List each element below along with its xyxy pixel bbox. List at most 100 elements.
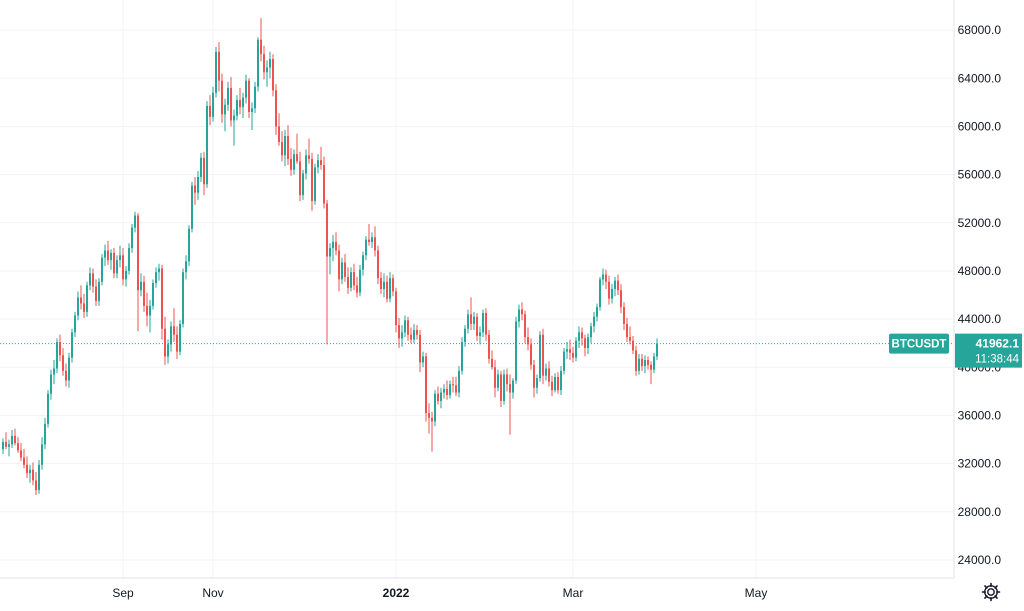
candle-body[interactable] [20, 450, 22, 458]
candle-body[interactable] [302, 173, 304, 196]
candle-body[interactable] [656, 343, 658, 357]
candle-body[interactable] [545, 368, 547, 376]
candle-body[interactable] [563, 351, 565, 371]
candle-body[interactable] [77, 297, 79, 316]
candle-body[interactable] [65, 370, 67, 381]
candle-body[interactable] [386, 281, 388, 299]
candle-body[interactable] [389, 278, 391, 299]
candle-body[interactable] [182, 272, 184, 324]
candle-body[interactable] [491, 358, 493, 368]
candle-body[interactable] [398, 325, 400, 339]
candle-body[interactable] [494, 367, 496, 388]
candle-body[interactable] [113, 252, 115, 274]
candle-body[interactable] [188, 228, 190, 262]
candle-body[interactable] [497, 374, 499, 388]
candle-body[interactable] [500, 374, 502, 401]
candle-body[interactable] [212, 92, 214, 117]
candle-body[interactable] [137, 215, 139, 291]
candle-body[interactable] [245, 80, 247, 98]
candle-body[interactable] [185, 261, 187, 273]
candle-body[interactable] [308, 155, 310, 159]
candle-body[interactable] [236, 99, 238, 116]
candle-body[interactable] [578, 332, 580, 341]
candle-body[interactable] [164, 328, 166, 357]
candle-body[interactable] [254, 86, 256, 109]
candle-body[interactable] [158, 268, 160, 273]
candle-body[interactable] [575, 340, 577, 358]
candle-body[interactable] [41, 444, 43, 465]
candle-body[interactable] [620, 290, 622, 308]
candle-body[interactable] [311, 158, 313, 202]
candle-body[interactable] [650, 364, 652, 370]
candle-body[interactable] [401, 332, 403, 339]
candle-body[interactable] [551, 381, 553, 391]
candle-body[interactable] [422, 356, 424, 363]
candle-body[interactable] [275, 90, 277, 127]
candle-body[interactable] [341, 262, 343, 280]
candle-body[interactable] [536, 378, 538, 388]
candle-body[interactable] [635, 350, 637, 371]
candle-body[interactable] [611, 289, 613, 299]
candle-body[interactable] [515, 321, 517, 381]
candle-body[interactable] [428, 413, 430, 418]
candle-body[interactable] [203, 157, 205, 185]
candle-body[interactable] [242, 97, 244, 108]
candle-body[interactable] [377, 250, 379, 279]
candle-body[interactable] [332, 242, 334, 249]
candle-body[interactable] [320, 160, 322, 165]
candle-body[interactable] [626, 323, 628, 338]
candle-body[interactable] [89, 273, 91, 286]
candle-body[interactable] [101, 257, 103, 282]
candle-body[interactable] [344, 262, 346, 277]
candle-body[interactable] [74, 315, 76, 333]
candle-body[interactable] [449, 384, 451, 395]
candle-body[interactable] [431, 417, 433, 422]
candle-body[interactable] [197, 177, 199, 193]
candle-body[interactable] [233, 115, 235, 121]
candle-body[interactable] [485, 313, 487, 335]
candle-body[interactable] [191, 185, 193, 229]
candle-body[interactable] [50, 374, 52, 394]
candle-body[interactable] [473, 316, 475, 324]
candle-body[interactable] [587, 337, 589, 349]
candle-body[interactable] [383, 281, 385, 289]
candle-body[interactable] [416, 329, 418, 335]
candle-body[interactable] [524, 314, 526, 338]
candle-body[interactable] [125, 270, 127, 280]
candle-body[interactable] [347, 276, 349, 288]
candle-body[interactable] [293, 154, 295, 170]
candle-body[interactable] [605, 274, 607, 282]
candle-body[interactable] [296, 154, 298, 162]
candle-body[interactable] [407, 320, 409, 335]
candle-body[interactable] [26, 464, 28, 474]
candle-body[interactable] [614, 280, 616, 289]
candle-body[interactable] [224, 104, 226, 115]
candle-body[interactable] [176, 334, 178, 352]
candle-body[interactable] [317, 160, 319, 168]
candle-body[interactable] [395, 291, 397, 326]
candle-body[interactable] [230, 87, 232, 121]
candle-body[interactable] [260, 39, 262, 55]
candle-body[interactable] [458, 370, 460, 393]
candle-body[interactable] [425, 356, 427, 414]
candle-body[interactable] [404, 320, 406, 333]
candle-body[interactable] [632, 340, 634, 351]
candle-body[interactable] [353, 272, 355, 286]
candle-body[interactable] [32, 469, 34, 481]
candle-body[interactable] [488, 334, 490, 359]
candle-body[interactable] [326, 203, 328, 257]
candle-body[interactable] [98, 281, 100, 302]
candle-body[interactable] [227, 87, 229, 105]
candle-body[interactable] [170, 326, 172, 345]
candle-body[interactable] [356, 285, 358, 293]
candle-body[interactable] [284, 136, 286, 156]
candle-body[interactable] [29, 469, 31, 474]
candle-body[interactable] [14, 435, 16, 444]
candle-body[interactable] [638, 358, 640, 371]
candle-body[interactable] [194, 185, 196, 193]
candle-body[interactable] [413, 329, 415, 340]
candle-body[interactable] [56, 341, 58, 369]
candle-body[interactable] [335, 242, 337, 251]
